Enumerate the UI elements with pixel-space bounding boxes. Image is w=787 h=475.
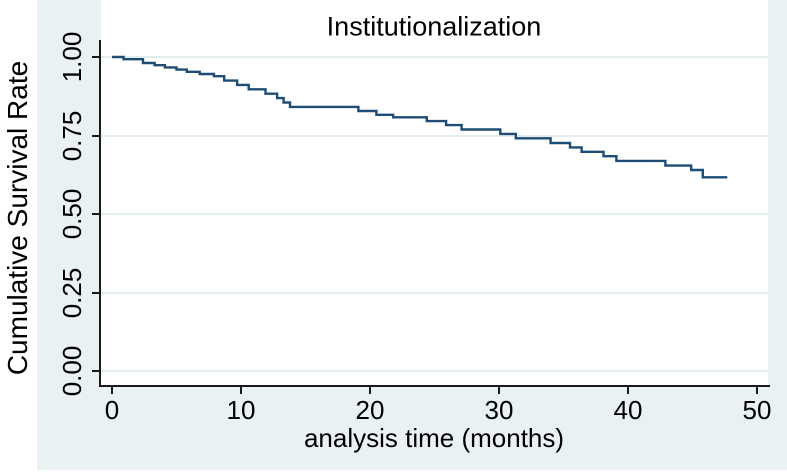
x-tick-mark — [369, 387, 371, 394]
y-tick-label: 0.00 — [57, 345, 87, 397]
y-tick-mark — [92, 56, 99, 58]
y-tick-label: 0.75 — [57, 110, 87, 161]
x-tick-mark — [627, 387, 629, 394]
x-tick-label: 50 — [742, 395, 772, 425]
y-gridline — [101, 213, 768, 215]
y-tick-mark — [92, 291, 99, 294]
x-axis-title: analysis time (months) — [303, 423, 565, 453]
x-tick-label: 10 — [226, 395, 256, 425]
y-tick-mark — [92, 370, 99, 372]
y-gridline — [101, 134, 768, 137]
y-axis-title: Cumulative Survival Rate — [2, 60, 33, 376]
x-tick-mark — [498, 387, 500, 394]
y-tick-label: 1.00 — [57, 31, 87, 83]
y-axis-line — [99, 40, 101, 387]
x-tick-mark — [240, 387, 242, 394]
plot-area — [101, 0, 768, 385]
x-tick-label: 20 — [355, 395, 385, 425]
x-tick-label: 30 — [484, 395, 514, 425]
y-tick-label: 0.25 — [57, 267, 87, 318]
x-tick-label: 0 — [104, 395, 120, 425]
x-tick-mark — [756, 387, 758, 394]
y-tick-mark — [92, 134, 99, 137]
y-gridline — [101, 370, 768, 372]
y-tick-label: 0.50 — [57, 188, 87, 240]
x-tick-label: 40 — [613, 395, 643, 425]
chart-title: Institutionalization — [326, 11, 542, 42]
y-tick-mark — [92, 213, 99, 215]
y-gridline — [101, 56, 768, 58]
x-tick-mark — [111, 387, 113, 394]
survival-curve — [112, 55, 728, 179]
x-axis-line — [99, 385, 770, 387]
y-gridline — [101, 291, 768, 294]
